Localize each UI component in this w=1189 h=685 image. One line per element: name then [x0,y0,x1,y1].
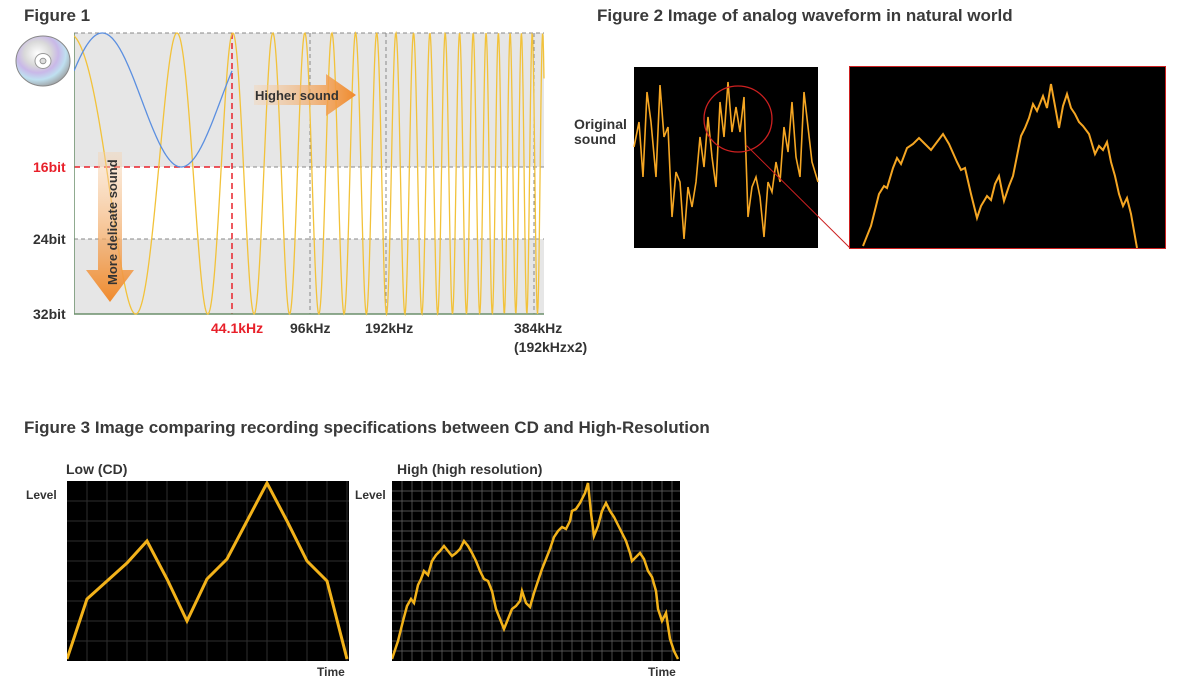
high-time-label: Time [648,665,676,679]
low-cd-line [67,481,349,660]
original-sound-line [633,81,819,240]
high-level-label: Level [355,488,386,502]
higher-sound-arrow [254,74,356,116]
figure2-title: Figure 2 Image of analog waveform in nat… [597,6,1013,25]
higher-sound-label: Higher sound [255,88,339,103]
y-tick-24bit: 24bit [33,231,66,247]
x-tick-384khz: 384kHz [514,320,563,336]
figure1-title: Figure 1 [24,6,91,25]
original-sound-label-line2: sound [574,131,616,147]
x-tick-96khz: 96kHz [290,320,331,336]
figure1-band-bottom [74,239,544,314]
low-level-label: Level [26,488,57,502]
more-delicate-sound-arrow [86,152,134,302]
x-tick-44-1khz: 44.1kHz [211,320,264,336]
x-tick-192khz: 192kHz [365,320,414,336]
high-res-grid-chart [392,481,680,661]
zoom-circle [703,85,773,153]
low-cd-grid-chart [67,481,349,661]
low-time-label: Time [317,665,345,679]
figure1-waveform-chart [74,30,545,317]
zoomed-sound-line [862,83,1138,249]
figure3-title: Figure 3 Image comparing recording speci… [24,418,710,437]
cd-wave-line [74,32,233,168]
x-tick-192khzx2: (192kHzx2) [514,339,588,355]
original-sound-label-line1: Original [574,116,627,132]
more-delicate-sound-label: More delicate sound [105,159,120,285]
low-cd-title: Low (CD) [66,461,128,477]
y-tick-16bit: 16bit [33,159,66,175]
zoomed-waveform [849,66,1166,249]
high-res-title: High (high resolution) [397,461,543,477]
compact-disc-icon [15,35,71,87]
high-res-line [392,482,680,660]
y-tick-32bit: 32bit [33,306,66,322]
zoom-connector-line [745,144,851,249]
original-sound-waveform [633,67,851,249]
